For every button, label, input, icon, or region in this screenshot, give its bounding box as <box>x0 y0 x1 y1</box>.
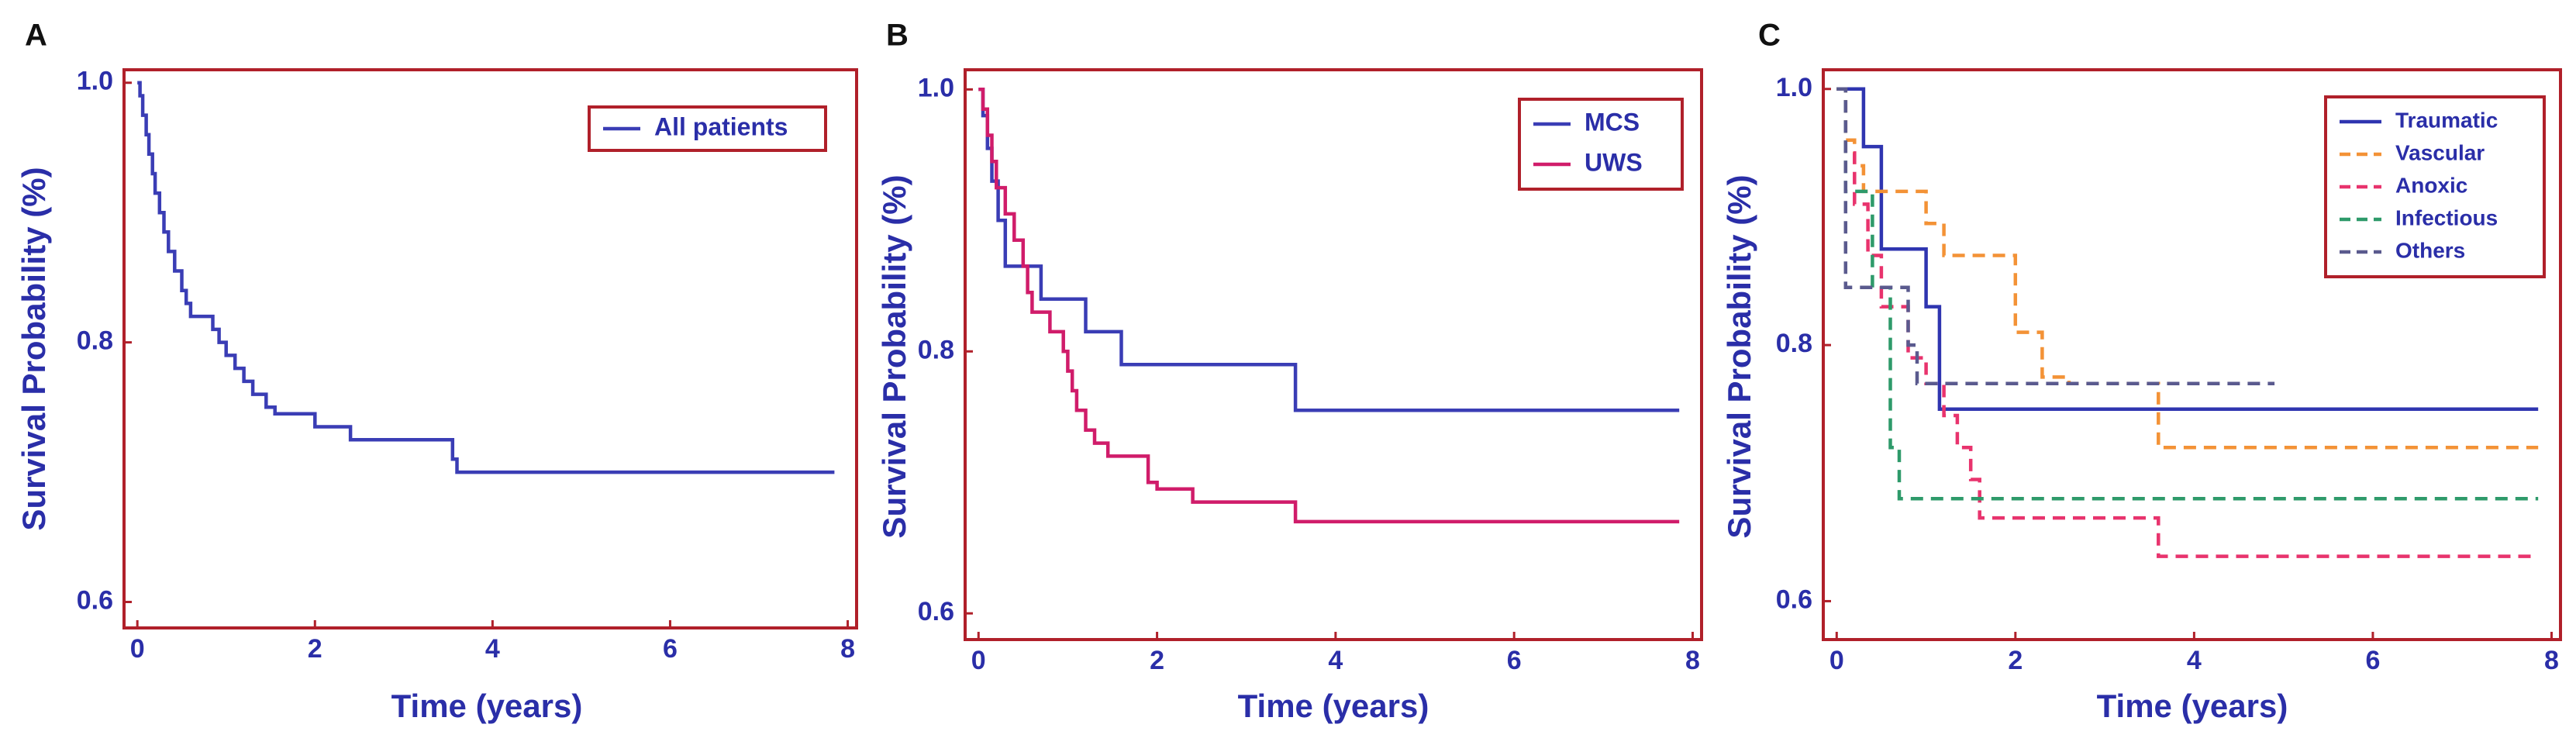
x-tick-label: 6 <box>1507 646 1522 675</box>
panel-a: A 0.6 0.8 1.0 0 2 4 6 8 Time (years) Survival Prob… <box>16 19 858 724</box>
x-tick-label: 4 <box>1328 646 1343 675</box>
plot-frame <box>1822 68 2562 641</box>
x-axis-label: Time (years) <box>2097 688 2288 724</box>
series-line-traumatic <box>1836 87 2539 411</box>
legend-entry: Traumatic <box>2395 108 2498 132</box>
legend-entry: Infectious <box>2395 205 2498 229</box>
y-tick-label: 0.8 <box>77 326 113 356</box>
y-tick-label: 1.0 <box>77 67 113 96</box>
legend-entry: MCS <box>1585 108 1640 136</box>
x-axis-label: Time (years) <box>391 688 583 724</box>
y-axis-label: Survival Probability (%) <box>1721 174 1757 538</box>
x-tick-label: 4 <box>2187 646 2202 675</box>
y-tick-label: 0.8 <box>918 335 954 364</box>
y-tick-label: 0.8 <box>1776 329 1812 358</box>
x-tick-label: 4 <box>485 634 500 664</box>
legend-box <box>1518 98 1684 191</box>
series-line-others <box>1836 87 2275 385</box>
x-tick-label: 2 <box>308 634 322 664</box>
legend-entry: Vascular <box>2395 140 2485 164</box>
legend: MCS UWS <box>1518 98 1684 191</box>
x-tick-label: 2 <box>2008 646 2023 675</box>
x-tick-label: 6 <box>663 634 678 664</box>
x-tick-label: 6 <box>2365 646 2380 675</box>
panel-b: B 0.6 0.8 1.0 0 2 4 6 8 Time (years) Survival Prob… <box>876 19 1703 724</box>
legend: All patients <box>588 105 827 152</box>
legend-box <box>588 105 827 152</box>
legend-entry: Anoxic <box>2395 173 2467 197</box>
panel-letter: C <box>1758 19 1781 53</box>
series-line-vascular <box>1836 87 2539 450</box>
plot-frame <box>122 68 858 629</box>
x-tick-label: 8 <box>840 634 855 664</box>
legend: Traumatic Vascular Anoxic Infectious Others <box>2324 95 2546 278</box>
panel-c: C 0.6 0.8 1.0 0 2 4 6 8 Time (years) Survival Prob… <box>1721 19 2562 724</box>
legend-entry: All patients <box>654 112 788 140</box>
y-tick-label: 0.6 <box>1776 585 1812 614</box>
legend-entry: Others <box>2395 238 2465 262</box>
y-axis-label: Survival Probability (%) <box>16 167 52 530</box>
x-tick-label: 0 <box>1829 646 1844 675</box>
series-line-uws <box>978 88 1680 524</box>
y-tick-label: 1.0 <box>918 73 954 102</box>
panel-letter: B <box>886 19 909 53</box>
y-tick-label: 1.0 <box>1776 73 1812 102</box>
x-tick-label: 2 <box>1150 646 1164 675</box>
plot-frame <box>964 68 1703 641</box>
x-axis-label: Time (years) <box>1238 688 1429 724</box>
series-line-anoxic <box>1836 87 2539 558</box>
series-line-all-patients <box>137 81 835 474</box>
y-tick-label: 0.6 <box>77 585 113 615</box>
x-tick-label: 0 <box>130 634 145 664</box>
x-tick-label: 0 <box>971 646 986 675</box>
y-tick-label: 0.6 <box>918 597 954 626</box>
legend-entry: UWS <box>1585 148 1643 176</box>
panel-letter: A <box>25 19 47 53</box>
x-tick-label: 8 <box>1685 646 1700 675</box>
x-tick-label: 8 <box>2544 646 2559 675</box>
y-axis-label: Survival Probability (%) <box>876 174 912 538</box>
